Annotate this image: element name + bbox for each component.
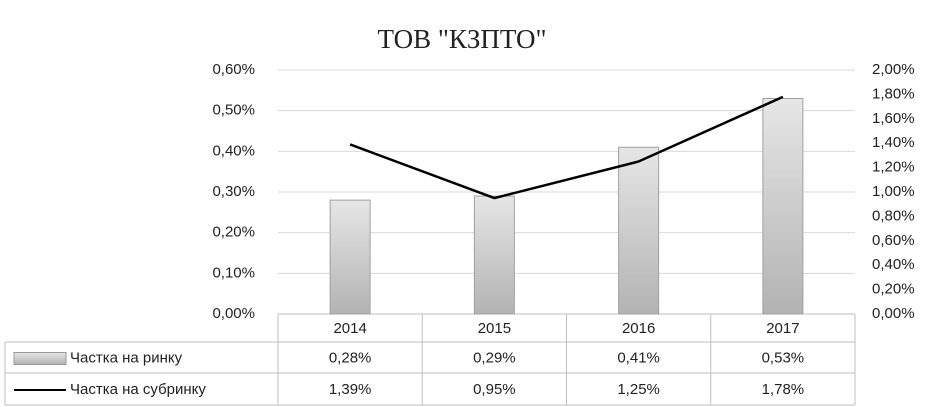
y2-tick-label: 0,60% bbox=[872, 232, 915, 249]
y2-tick-label: 1,00% bbox=[872, 183, 915, 200]
table-value: 0,53% bbox=[762, 349, 805, 366]
table-value: 0,29% bbox=[473, 349, 516, 366]
y-tick-label: 0,00% bbox=[212, 305, 255, 322]
table-value: 1,25% bbox=[617, 381, 660, 398]
y-tick-label: 0,40% bbox=[212, 142, 255, 159]
y2-tick-label: 0,20% bbox=[872, 281, 915, 298]
table-value: 0,28% bbox=[329, 349, 372, 366]
legend-label: Частка на субринку bbox=[70, 381, 206, 398]
y2-tick-label: 0,80% bbox=[872, 207, 915, 224]
x-tick-label: 2016 bbox=[622, 320, 655, 337]
y-tick-label: 0,10% bbox=[212, 264, 255, 281]
y2-tick-label: 0,40% bbox=[872, 256, 915, 273]
bar bbox=[618, 146, 660, 315]
table-value: 1,39% bbox=[329, 381, 372, 398]
legend-key bbox=[13, 352, 67, 365]
x-tick-label: 2014 bbox=[333, 320, 366, 337]
bar bbox=[473, 195, 515, 315]
y-tick-label: 0,50% bbox=[212, 102, 255, 119]
line bbox=[349, 95, 784, 200]
y2-tick-label: 1,20% bbox=[872, 159, 915, 176]
table-value: 0,95% bbox=[473, 381, 516, 398]
legend-label: Частка на ринку bbox=[70, 349, 183, 366]
y2-tick-label: 0,00% bbox=[872, 305, 915, 322]
y2-tick-label: 1,80% bbox=[872, 85, 915, 102]
y-tick-label: 0,20% bbox=[212, 224, 255, 241]
table-value: 1,78% bbox=[762, 381, 805, 398]
table-value: 0,41% bbox=[617, 349, 660, 366]
x-tick-label: 2017 bbox=[766, 320, 799, 337]
y2-tick-label: 1,60% bbox=[872, 110, 915, 127]
y-tick-label: 0,60% bbox=[212, 61, 255, 78]
bar bbox=[329, 199, 371, 315]
y2-tick-label: 1,40% bbox=[872, 134, 915, 151]
y-tick-label: 0,30% bbox=[212, 183, 255, 200]
bar bbox=[762, 97, 804, 315]
chart-title: ТОВ "КЗПТО" bbox=[377, 24, 546, 54]
x-tick-label: 2015 bbox=[478, 320, 511, 337]
y2-tick-label: 2,00% bbox=[872, 61, 915, 78]
